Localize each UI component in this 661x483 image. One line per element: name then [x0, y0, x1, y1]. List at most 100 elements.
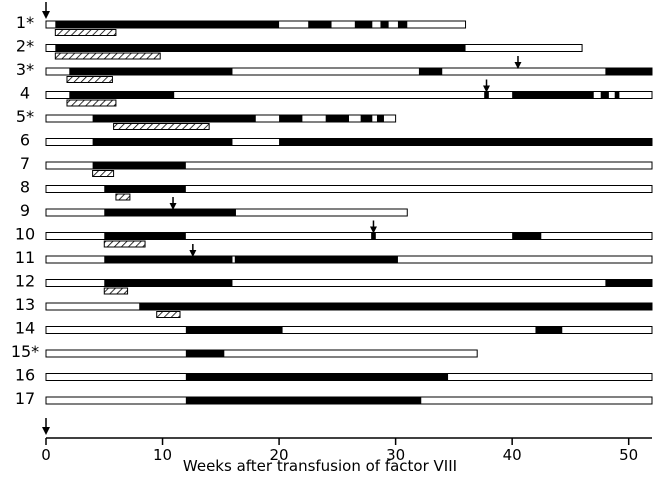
black-segment: [614, 91, 620, 99]
black-segment: [55, 44, 466, 52]
x-tick-label: 50: [619, 446, 638, 464]
x-axis: 0 10 20 30 40 50 Weeks after transfusion of f…: [41, 2, 652, 475]
black-segment: [104, 209, 236, 216]
patient-row: 16: [15, 366, 653, 385]
hatched-segment: [54, 29, 117, 36]
black-segment: [104, 232, 186, 240]
event-arrow-head: [169, 203, 177, 210]
black-segment: [512, 91, 594, 99]
patient-label: 11: [15, 248, 35, 267]
black-segment: [185, 373, 449, 381]
black-segment: [325, 115, 349, 122]
black-segment: [360, 115, 373, 122]
x-tick-label: 20: [270, 446, 289, 464]
patient-label: 17: [15, 389, 35, 408]
patient-label: 3*: [16, 60, 34, 79]
origin-arrow-bottom-head: [42, 427, 50, 435]
hatched-segment: [66, 76, 113, 83]
black-segment: [380, 21, 389, 28]
x-axis-ticks: 0 10 20 30 40 50: [41, 438, 638, 464]
patient-row: 4: [20, 79, 653, 107]
black-segment: [185, 326, 283, 334]
event-arrow-head: [514, 62, 522, 69]
patient-row: 12: [15, 272, 653, 295]
patient-row: 6: [20, 131, 653, 150]
patient-row: 15*: [11, 342, 478, 361]
patient-row: 3*: [16, 56, 653, 83]
follow-up-bar: [45, 326, 653, 334]
patient-row: 14: [15, 319, 653, 338]
follow-up-bar: [45, 185, 653, 193]
x-tick-label: 10: [153, 446, 172, 464]
black-segment: [234, 256, 398, 263]
black-segment: [308, 21, 332, 28]
follow-up-bar: [45, 91, 653, 99]
black-segment: [69, 91, 175, 99]
black-segment: [279, 115, 303, 122]
black-segment: [185, 350, 225, 357]
black-segment: [376, 115, 384, 122]
patient-row: 8: [20, 178, 653, 201]
black-segment: [185, 397, 422, 404]
patient-label: 13: [15, 295, 35, 314]
event-arrow-head: [483, 85, 491, 93]
patient-row: 1*: [16, 13, 467, 36]
follow-up-bar: [45, 349, 478, 358]
black-segment: [418, 68, 443, 75]
patient-label: 16: [15, 366, 35, 385]
black-segment: [600, 91, 609, 99]
x-axis-label: Weeks after transfusion of factor VIII: [183, 457, 457, 475]
hatched-segment: [103, 287, 129, 295]
black-segment: [535, 326, 563, 334]
patient-row: 11: [15, 244, 653, 267]
black-segment: [55, 21, 280, 28]
origin-arrow-top-head: [42, 11, 50, 19]
hatched-segment: [113, 123, 210, 130]
follow-up-bar: [45, 232, 653, 240]
hatched-segment: [92, 170, 115, 177]
black-segment: [92, 162, 186, 169]
patient-row: 7: [20, 154, 653, 177]
hatched-segment: [66, 99, 117, 107]
patient-label: 7: [20, 154, 30, 173]
black-segment: [92, 115, 256, 122]
event-arrow-head: [369, 226, 377, 234]
x-tick-label: 0: [41, 446, 51, 464]
patient-label: 1*: [16, 13, 34, 32]
follow-up-bar: [45, 161, 653, 170]
patient-label: 14: [15, 319, 35, 338]
black-segment: [139, 303, 652, 310]
hatched-segment: [156, 311, 181, 318]
patient-label: 15*: [11, 342, 39, 361]
patient-row: 13: [15, 295, 653, 318]
x-tick-label: 30: [386, 446, 405, 464]
hatched-segment: [54, 52, 161, 60]
hatched-segment: [115, 193, 131, 201]
black-segment: [397, 21, 408, 28]
patient-label: 9: [20, 201, 30, 220]
black-segment: [104, 256, 233, 263]
patient-label: 5*: [16, 107, 34, 126]
black-segment: [371, 232, 376, 240]
black-segment: [484, 91, 489, 99]
patient-row: 9: [20, 197, 408, 220]
black-segment: [104, 185, 186, 193]
black-segment: [354, 21, 373, 28]
x-tick-label: 40: [503, 446, 522, 464]
patient-rows: 1* 2* 3* 4 5* 6 7 8 9 10 11 12 13 14 15* 16 17: [11, 13, 653, 408]
patient-label: 2*: [16, 37, 34, 56]
event-arrow-head: [189, 250, 197, 257]
patient-row: 2*: [16, 37, 583, 60]
black-segment: [92, 138, 233, 146]
patient-label: 4: [20, 84, 30, 103]
hatched-segment: [103, 240, 146, 248]
black-segment: [605, 68, 652, 75]
patient-label: 10: [15, 225, 35, 244]
patient-row: 17: [15, 389, 653, 408]
black-segment: [69, 68, 233, 75]
black-segment: [104, 279, 233, 287]
patient-label: 12: [15, 272, 35, 291]
patient-row: 10: [15, 220, 653, 248]
black-segment: [605, 279, 652, 287]
